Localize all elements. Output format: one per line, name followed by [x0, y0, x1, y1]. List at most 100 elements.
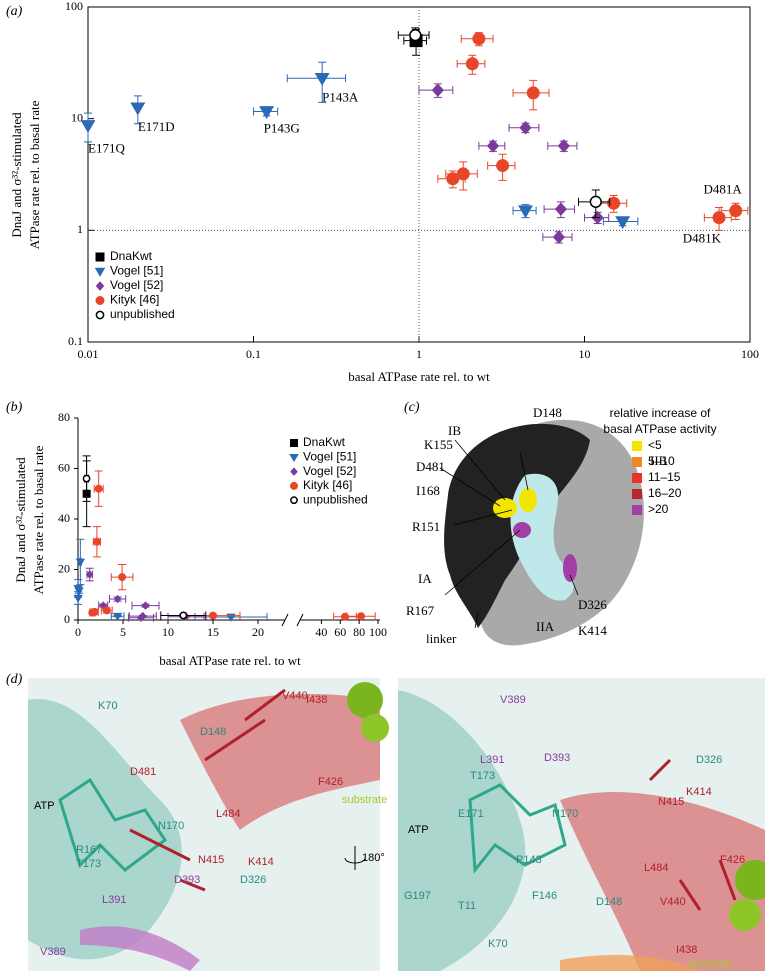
- marker: [112, 612, 123, 622]
- surface-patch: [513, 522, 531, 538]
- legend-label: Vogel [52]: [303, 464, 356, 478]
- rotation-icon: [344, 846, 366, 870]
- surface-patch: [563, 554, 577, 582]
- ribbon: [398, 690, 526, 971]
- panel-label: (a): [6, 4, 23, 19]
- marker: [552, 230, 565, 244]
- x-tick-label: 60: [334, 625, 346, 639]
- x-tick-label: 5: [120, 625, 126, 639]
- marker: [290, 496, 298, 505]
- region-label: linker: [426, 631, 457, 646]
- residue-label: D148: [596, 896, 622, 908]
- residue-label: L484: [644, 862, 668, 874]
- residue-label: F426: [720, 854, 745, 866]
- marker: [526, 86, 540, 100]
- marker: [519, 120, 532, 135]
- marker: [712, 211, 726, 225]
- panel-c: (c) IB D148 IIB K155 D481 I168 R151 IA R…: [404, 400, 717, 646]
- marker: [130, 102, 146, 116]
- point-label: E171D: [138, 119, 175, 134]
- ligand-label: ATP: [34, 800, 55, 812]
- marker: [290, 467, 298, 476]
- substrate-sphere: [347, 682, 383, 718]
- marker: [290, 439, 298, 447]
- panel-label: (d): [6, 672, 23, 687]
- marker: [518, 205, 533, 219]
- residue-label: L484: [216, 808, 240, 820]
- legend-label: DnaKwt: [110, 249, 153, 263]
- marker: [357, 612, 366, 621]
- marker: [137, 613, 145, 623]
- marker: [557, 139, 570, 153]
- x-axis-label: basal ATPase rate rel. to wt: [159, 653, 301, 668]
- y-tick-label: 0.1: [68, 334, 83, 348]
- marker: [94, 267, 106, 277]
- region-label: IB: [448, 423, 461, 438]
- residue-label: N415: [658, 796, 684, 808]
- legend-swatch: [632, 505, 642, 515]
- marker: [290, 481, 298, 490]
- marker: [95, 252, 105, 262]
- marker: [496, 159, 510, 173]
- y-tick-label: 1: [77, 222, 83, 236]
- x-tick-label: 100: [741, 347, 759, 361]
- substrate-sphere: [729, 899, 761, 931]
- residue-label: P143: [516, 854, 542, 866]
- marker: [456, 167, 470, 181]
- x-tick-label: 0.1: [246, 347, 261, 361]
- legend-swatch: [632, 473, 642, 483]
- marker: [118, 573, 127, 582]
- legend-label: 16–20: [648, 486, 682, 500]
- residue-label: D148: [533, 405, 562, 420]
- residue-label: K414: [248, 856, 274, 868]
- marker: [589, 195, 602, 208]
- marker: [409, 28, 422, 42]
- residue-label: K70: [98, 700, 118, 712]
- legend-label: 5–10: [648, 454, 675, 468]
- residue-label: D481: [416, 459, 445, 474]
- legend-swatch: [632, 457, 642, 467]
- residue-label: F426: [318, 776, 343, 788]
- marker: [95, 281, 105, 291]
- legend-label: <5: [648, 438, 662, 452]
- residue-label: N170: [158, 820, 184, 832]
- x-tick-label: 15: [207, 625, 219, 639]
- marker: [554, 202, 567, 216]
- y-axis-label: ATPase rate rel. to basal rate: [31, 445, 46, 594]
- region-label: IIA: [536, 619, 555, 634]
- x-tick-label: 10: [579, 347, 591, 361]
- marker: [113, 594, 122, 604]
- legend-label: Kityk [46]: [303, 478, 352, 492]
- residue-label: D326: [240, 874, 266, 886]
- y-tick-label: 10: [71, 110, 83, 124]
- marker: [314, 72, 330, 86]
- marker: [92, 537, 101, 546]
- residue-label: I438: [676, 944, 697, 956]
- residue-label: L391: [480, 754, 504, 766]
- residue-label: K70: [488, 938, 508, 950]
- marker: [486, 139, 500, 153]
- residue-label: D326: [696, 754, 722, 766]
- marker: [95, 296, 105, 305]
- marker: [94, 484, 103, 493]
- side-chains: [648, 758, 737, 911]
- residue-label: K414: [578, 623, 607, 638]
- residue-label: K155: [424, 437, 453, 452]
- marker: [729, 204, 743, 218]
- legend-label: DnaKwt: [303, 435, 346, 449]
- x-tick-label: 0: [75, 625, 81, 639]
- x-tick-label: 40: [315, 625, 327, 639]
- marker: [607, 196, 621, 210]
- plot-frame: [87, 6, 751, 343]
- legend-label: unpublished: [303, 492, 368, 506]
- ribbon: [560, 954, 700, 971]
- x-tick-label: 80: [353, 625, 365, 639]
- legend-label: Vogel [51]: [303, 449, 356, 463]
- marker: [102, 606, 111, 615]
- surface-patch: [519, 488, 537, 512]
- residue-label: T173: [470, 770, 495, 782]
- rotation-label: 180°: [362, 852, 385, 864]
- marker: [179, 611, 188, 620]
- legend-label: unpublished: [110, 307, 175, 321]
- marker: [615, 216, 631, 230]
